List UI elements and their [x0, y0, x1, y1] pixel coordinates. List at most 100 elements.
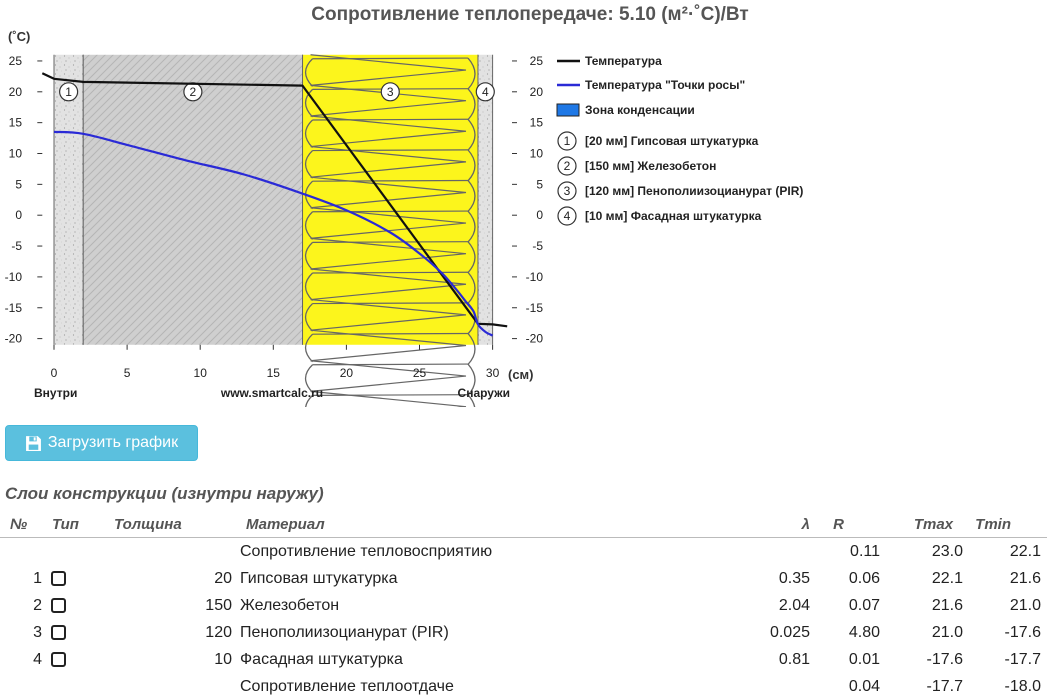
table-row: Сопротивление тепловосприятию 0.11 23.0 22.… [0, 538, 1047, 566]
cell-type [42, 565, 98, 592]
insulation-loop-left [304, 333, 314, 363]
insulation-zigzag [310, 237, 467, 270]
legend-label-temperature: Температура [585, 54, 662, 68]
cell-tmin: 21.0 [1009, 596, 1041, 614]
cell-num: 3 [33, 623, 42, 641]
cell-num: 2 [33, 596, 42, 614]
insulation-zigzag [310, 268, 467, 301]
x-tick-label: 10 [194, 366, 208, 380]
y-tick-label-left: 10 [9, 147, 23, 161]
cell-tmax: 22.1 [931, 569, 963, 587]
insulation-loop-left [304, 211, 314, 240]
cell-tmin: -17.7 [1004, 650, 1041, 668]
layer-type-checkbox[interactable] [51, 597, 66, 613]
legend-layer-circle [557, 206, 577, 226]
insulation-loop-left [304, 119, 314, 149]
insulation-line [312, 210, 468, 213]
inside-label: Внутри [34, 386, 77, 400]
legend-layer-circle [557, 131, 577, 151]
cell-type [42, 619, 98, 646]
legend-layer-text: [150 мм] Железобетон [585, 159, 716, 173]
y-tick-label-left: 0 [15, 208, 22, 222]
legend-layer-text: [20 мм] Гипсовая штукатурка [585, 134, 759, 148]
cell-thickness: 10 [214, 650, 232, 668]
insulation-loop-right [467, 88, 476, 121]
insulation-zigzag [310, 329, 467, 362]
zone-concrete [83, 54, 303, 345]
zone-plaster [477, 54, 493, 345]
y-tick-label-left: -10 [5, 270, 23, 284]
insulation-loop-right [467, 57, 476, 90]
cell-thickness [98, 673, 238, 700]
cell-type [42, 538, 98, 566]
table-row: 3 120 Пенополиизоцианурат (PIR) 0.025 4.80 21… [0, 619, 1047, 646]
y-tick-label-left: 15 [9, 116, 23, 130]
insulation-loop-left [304, 150, 314, 179]
legend-layer-number: 1 [564, 134, 571, 148]
zone-number: 2 [190, 85, 197, 99]
cell-r: 0.07 [848, 596, 880, 614]
layer-type-checkbox[interactable] [51, 651, 66, 667]
cell-num [0, 673, 42, 700]
x-tick-label: 25 [413, 366, 427, 380]
cell-lambda: 0.81 [778, 650, 810, 668]
y-tick-label-right: 15 [530, 116, 544, 130]
insulation-zigzag [310, 84, 467, 117]
legend-layer-circle [557, 156, 577, 176]
cell-tmin: 21.6 [1009, 569, 1041, 587]
legend-layer-number: 4 [564, 209, 571, 223]
y-tick-label-left: 20 [9, 85, 23, 99]
insulation-loop-left [304, 58, 314, 87]
cell-material: Сопротивление тепловосприятию [240, 542, 493, 560]
cell-material: Гипсовая штукатурка [240, 569, 398, 587]
cell-type [42, 646, 98, 673]
cell-r: 0.04 [848, 677, 880, 695]
cell-thickness [98, 538, 238, 566]
cell-thickness: 120 [205, 623, 232, 641]
cell-material: Железобетон [240, 596, 340, 614]
insulation-line [312, 394, 468, 396]
insulation-loop-right [467, 363, 476, 396]
cell-r: 0.11 [850, 542, 880, 560]
insulation-loop-left [304, 303, 314, 332]
y-tick-label-right: -5 [532, 239, 543, 253]
cell-tmax: 21.0 [931, 623, 963, 641]
col-tmax: Tmax [882, 511, 963, 538]
legend-layer-number: 3 [564, 184, 571, 198]
insulation-zigzag [310, 115, 467, 148]
section-title: Слои конструкции (изнутри наружу) [5, 484, 324, 503]
cell-type [42, 592, 98, 619]
col-num: № [0, 511, 42, 538]
y-tick-label-left: -5 [11, 239, 22, 253]
legend-swatch-condensation [556, 103, 580, 117]
zone-number-circle [475, 82, 495, 102]
cell-tmin: 22.1 [1009, 542, 1041, 560]
col-thickness: Толщина [98, 511, 238, 538]
legend-layer-text: [120 мм] Пенополиизоцианурат (PIR) [585, 184, 803, 198]
download-chart-button[interactable]: Загрузить график [5, 425, 198, 461]
layers-table: № Тип Толщина Материал λ R Tmax Tmin Соп… [0, 511, 1047, 700]
insulation-loop-right [467, 271, 476, 304]
cell-lambda [718, 538, 812, 566]
x-tick-label: 15 [267, 366, 281, 380]
insulation-zigzag [310, 145, 467, 178]
cell-tmax: 21.6 [931, 596, 963, 614]
layer-type-checkbox[interactable] [51, 570, 66, 586]
y-tick-label-left: 5 [15, 177, 22, 191]
col-r: R [812, 511, 882, 538]
download-chart-label: Загрузить график [47, 434, 179, 451]
cell-material: Пенополиизоцианурат (PIR) [240, 623, 449, 641]
insulation-loop-left [304, 364, 314, 393]
insulation-line [312, 363, 468, 366]
series-line-temperature [41, 72, 508, 328]
cell-r: 4.80 [848, 623, 880, 641]
y-tick-label-left: -15 [5, 301, 23, 315]
outside-label: Снаружи [458, 386, 510, 400]
cell-material: Фасадная штукатурка [240, 650, 403, 668]
insulation-loop-left [304, 272, 314, 302]
layer-type-checkbox[interactable] [51, 624, 66, 640]
col-type: Тип [42, 511, 98, 538]
cell-material: Сопротивление теплоотдаче [240, 677, 454, 695]
y-tick-label-right: 20 [530, 85, 544, 99]
cell-lambda [718, 673, 812, 700]
